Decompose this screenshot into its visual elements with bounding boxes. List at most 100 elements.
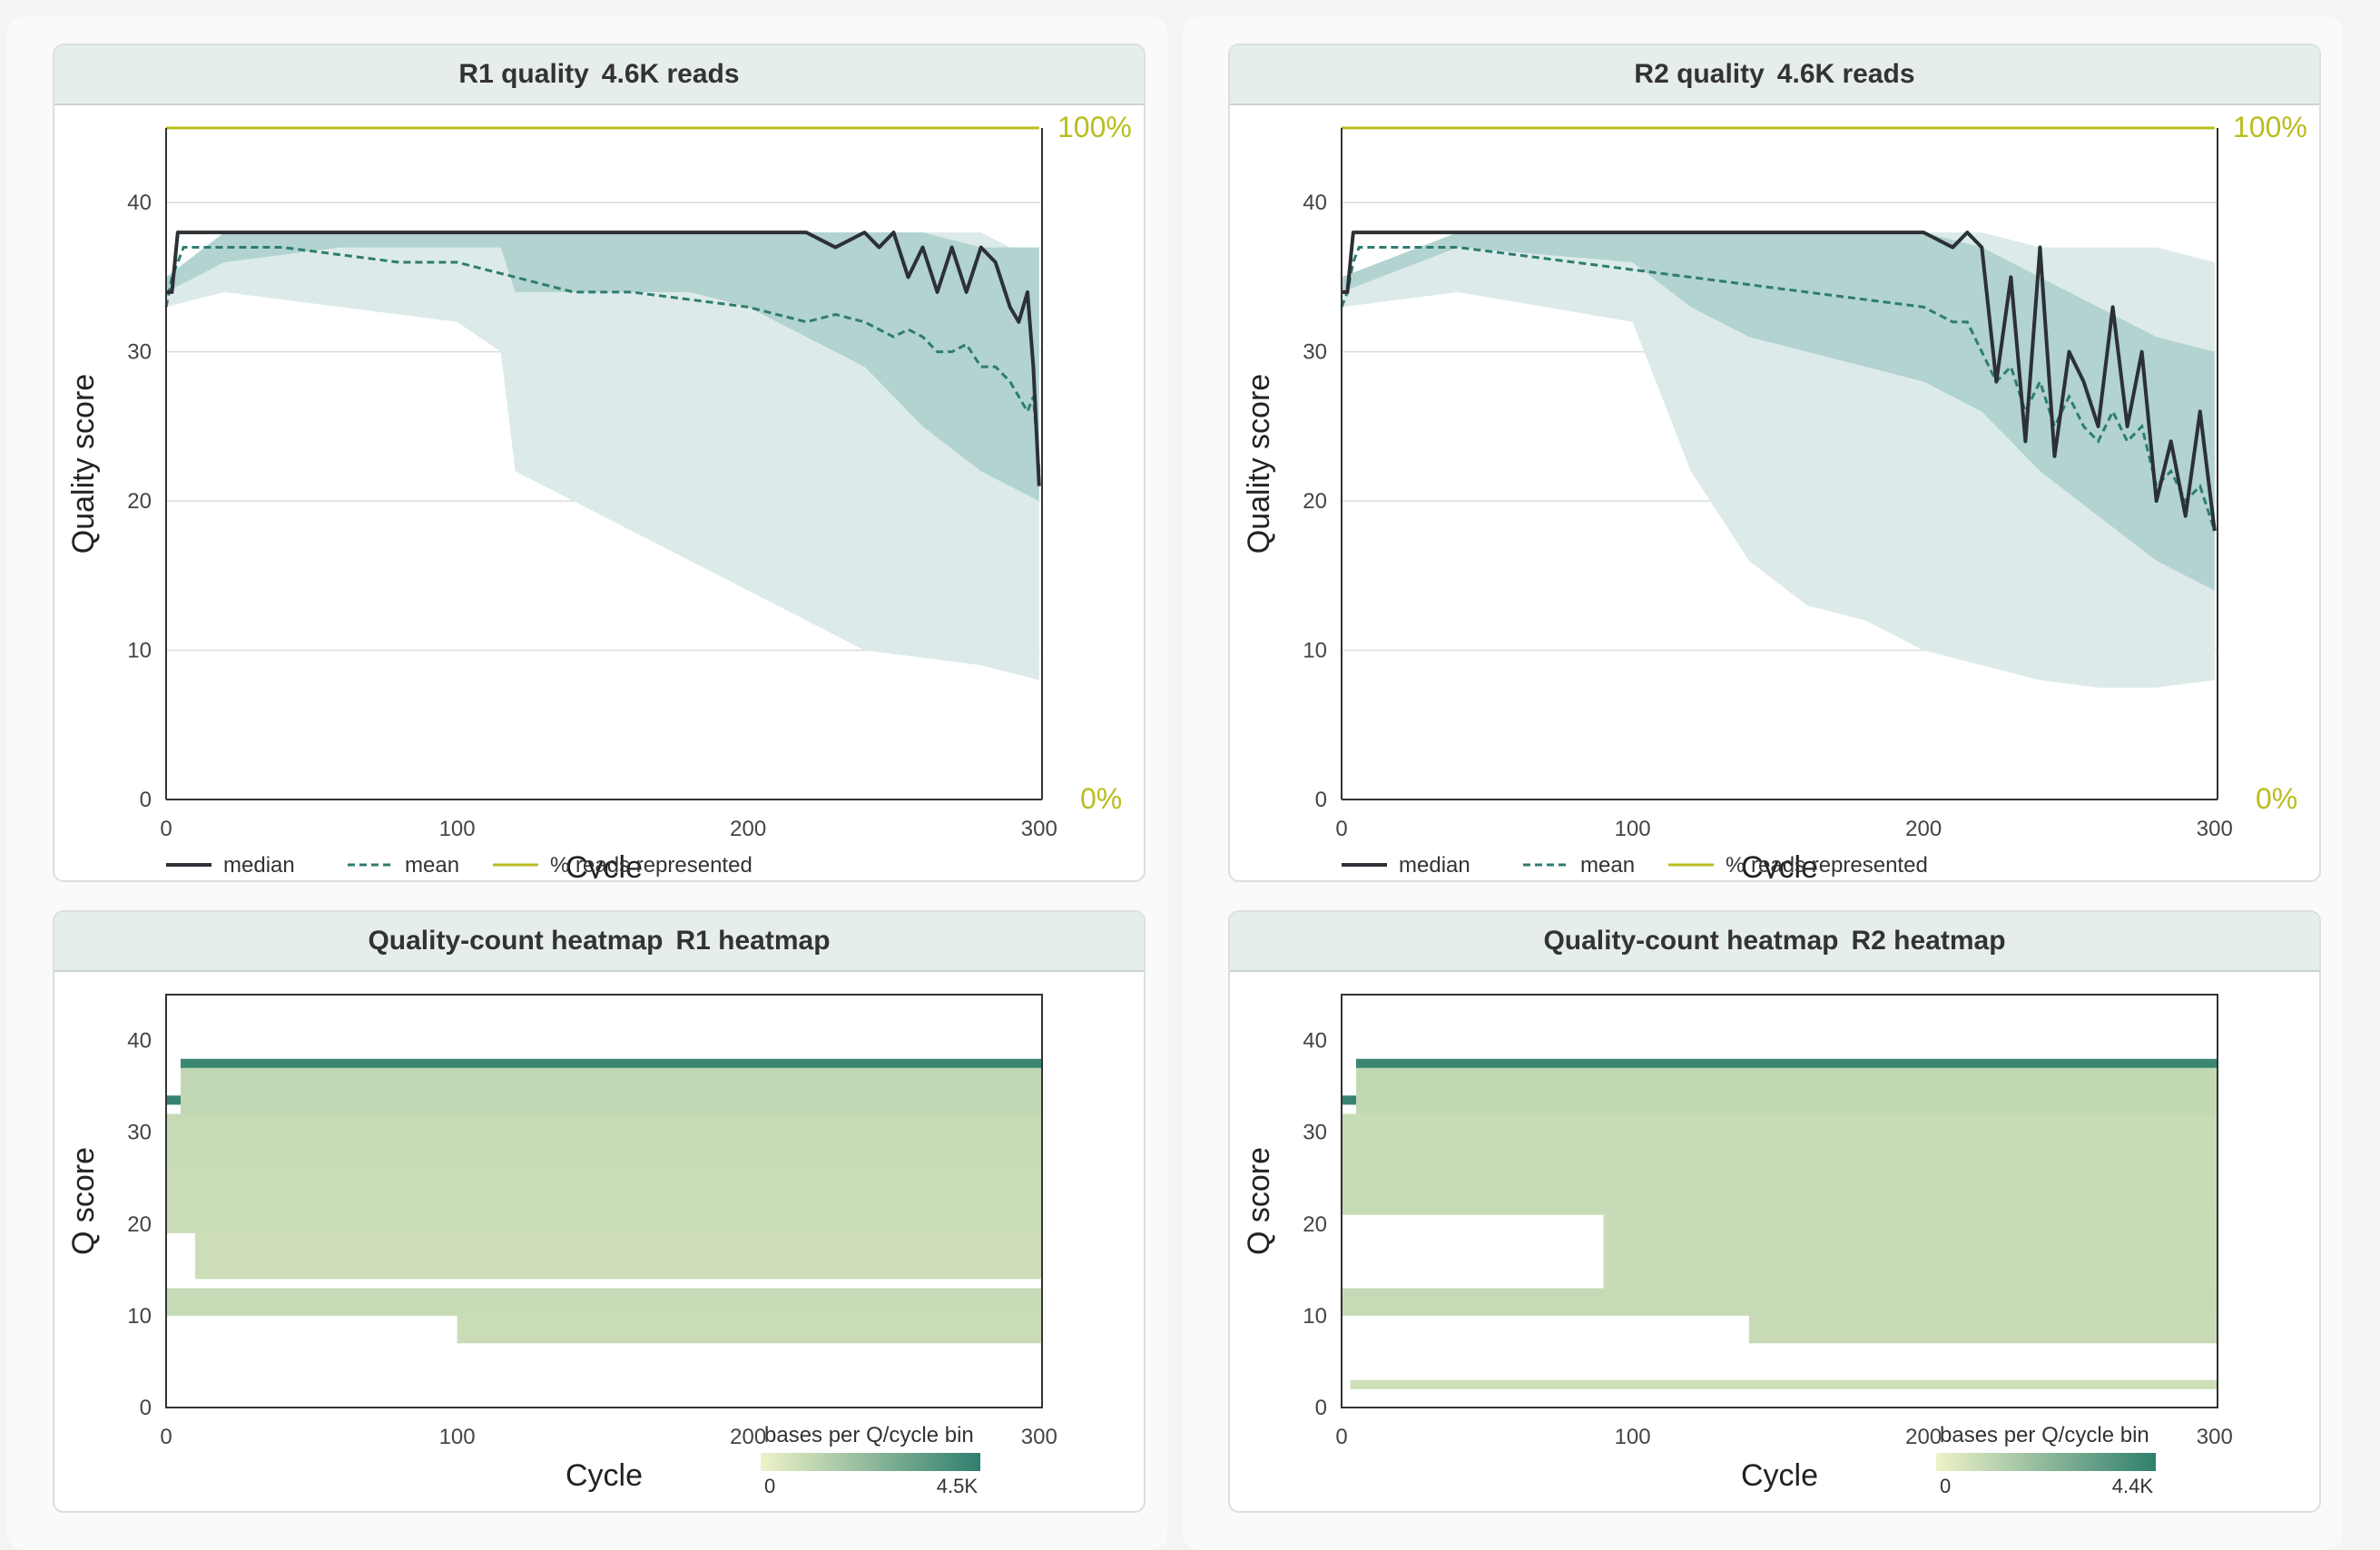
y-tick-label: 10 — [127, 1304, 152, 1329]
y-tick-label: 40 — [127, 191, 152, 215]
colorbar-min-label: 0 — [764, 1475, 775, 1497]
legend-pct-label: % reads represented — [1726, 853, 1928, 878]
r2-heatmap-chart: 0 10 20 30 40 0 100 200 300 Cycle Q score bases per… — [1242, 994, 2233, 1497]
panel-subtitle: R2 heatmap — [1851, 926, 2006, 956]
legend-mean-label: mean — [1580, 853, 1635, 878]
x-tick-label: 0 — [160, 1425, 172, 1449]
panel-header: R1 quality 4.6K reads — [54, 45, 1144, 105]
x-axis-title: Cycle — [1741, 1458, 1818, 1493]
heatmap-cell — [166, 1095, 182, 1105]
y-tick-label: 0 — [140, 1396, 152, 1420]
colorbar-title: bases per Q/cycle bin — [1940, 1423, 2149, 1447]
median-line — [1342, 231, 2217, 532]
y-tick-label: 0 — [140, 788, 152, 812]
right-axis-bottom-label: 0% — [1080, 782, 1122, 815]
heatmap-cell — [181, 1067, 1042, 1114]
panel-title: R1 quality — [458, 59, 589, 89]
y-tick-label: 30 — [1303, 340, 1327, 365]
y-tick-label: 0 — [1315, 1396, 1327, 1420]
y-tick-label: 20 — [1303, 1212, 1327, 1237]
legend-median-label: median — [1399, 853, 1470, 878]
r2-heatmap-panel: Quality-count heatmap R2 heatmap 0 10 20 30… — [1228, 910, 2321, 1513]
mean-line — [164, 246, 1041, 472]
y-tick-label: 40 — [127, 1029, 152, 1054]
heatmap-cell — [181, 1058, 1042, 1068]
r1-heatmap-panel: Quality-count heatmap R1 heatmap 0 10 20 30… — [53, 910, 1146, 1513]
x-tick-label: 200 — [730, 817, 766, 841]
heatmap-cell — [1342, 1113, 2218, 1215]
x-tick-label: 0 — [1335, 817, 1347, 841]
panel-title: Quality-count heatmap — [368, 926, 664, 956]
x-axis-title: Cycle — [1741, 850, 1818, 878]
mean-line — [1340, 246, 2217, 532]
legend-pct-label: % reads represented — [550, 853, 752, 878]
median-line — [166, 231, 1041, 486]
y-tick-label: 20 — [127, 1212, 152, 1237]
r1-quality-panel: R1 quality 4.6K reads 0 10 20 30 40 0 100 200 30… — [53, 44, 1146, 882]
heatmap-cell — [1342, 1288, 2218, 1316]
x-tick-label: 300 — [2197, 817, 2233, 841]
y-tick-label: 30 — [127, 1121, 152, 1145]
y-tick-label: 30 — [127, 340, 152, 365]
right-axis-bottom-label: 0% — [2256, 782, 2297, 815]
heatmap-cell — [166, 1169, 1042, 1233]
x-tick-label: 300 — [2197, 1425, 2233, 1449]
heatmap-cell — [166, 1113, 1042, 1170]
heatmap-cell — [166, 1288, 1042, 1316]
y-tick-label: 20 — [127, 489, 152, 514]
x-tick-label: 300 — [1021, 817, 1057, 841]
heatmap-cell — [1748, 1315, 2218, 1344]
quantile-band-25-75 — [166, 232, 1039, 502]
r1-heatmap-chart: 0 10 20 30 40 0 100 200 300 Cycle Q score bases per… — [66, 994, 1057, 1497]
right-column-card: R2 quality 4.6K reads 0 10 20 30 40 0 100 200 30… — [1183, 16, 2343, 1550]
left-column-card: R1 quality 4.6K reads 0 10 20 30 40 0 100 200 30… — [7, 16, 1167, 1550]
x-tick-label: 200 — [1905, 1425, 1942, 1449]
colorbar-max-label: 4.4K — [2112, 1475, 2154, 1497]
quantile-band-25-75 — [1342, 232, 2215, 591]
x-axis-title: Cycle — [565, 1458, 643, 1493]
heatmap-cell — [457, 1315, 1042, 1344]
x-tick-label: 0 — [160, 817, 172, 841]
x-tick-label: 300 — [1021, 1425, 1057, 1449]
colorbar — [1936, 1453, 2156, 1471]
panel-header: Quality-count heatmap R2 heatmap — [1230, 912, 2319, 972]
x-axis-title: Cycle — [565, 850, 643, 878]
y-tick-label: 10 — [1303, 639, 1327, 663]
y-tick-label: 20 — [1303, 489, 1327, 514]
r2-quality-panel: R2 quality 4.6K reads 0 10 20 30 40 0 100 200 30… — [1228, 44, 2321, 882]
panel-title: R2 quality — [1634, 59, 1765, 89]
x-tick-label: 100 — [1615, 817, 1651, 841]
plot-frame — [165, 994, 1043, 1408]
x-tick-label: 200 — [1905, 817, 1942, 841]
colorbar — [761, 1453, 980, 1471]
y-tick-label: 10 — [1303, 1304, 1327, 1329]
colorbar-max-label: 4.5K — [937, 1475, 979, 1497]
y-tick-label: 10 — [127, 639, 152, 663]
y-tick-label: 40 — [1303, 191, 1327, 215]
panel-title: Quality-count heatmap — [1543, 926, 1839, 956]
colorbar-min-label: 0 — [1940, 1475, 1951, 1497]
heatmap-cell — [1603, 1214, 2218, 1289]
colorbar-title: bases per Q/cycle bin — [764, 1423, 974, 1447]
y-axis-title: Quality score — [66, 374, 101, 554]
x-tick-label: 200 — [730, 1425, 766, 1449]
panel-header: Quality-count heatmap R1 heatmap — [54, 912, 1144, 972]
y-axis-title: Quality score — [1242, 374, 1276, 554]
heatmap-cell — [1342, 1095, 1357, 1105]
legend-mean-label: mean — [405, 853, 459, 878]
r1-quality-chart: 0 10 20 30 40 0 100 200 300 Cycle Quality score 100… — [66, 111, 1132, 878]
y-axis-title: Q score — [1242, 1147, 1276, 1255]
x-tick-label: 100 — [1615, 1425, 1651, 1449]
panel-subtitle: 4.6K reads — [1776, 59, 1915, 89]
x-tick-label: 100 — [439, 1425, 476, 1449]
legend-median-label: median — [223, 853, 295, 878]
y-tick-label: 30 — [1303, 1121, 1327, 1145]
heatmap-cell — [1356, 1058, 2218, 1068]
y-tick-label: 40 — [1303, 1029, 1327, 1054]
plot-frame — [1341, 994, 2218, 1408]
x-tick-label: 100 — [439, 817, 476, 841]
right-axis-top-label: 100% — [2233, 111, 2307, 143]
panel-header: R2 quality 4.6K reads — [1230, 45, 2319, 105]
x-tick-label: 0 — [1335, 1425, 1347, 1449]
y-axis-title: Q score — [66, 1147, 101, 1255]
